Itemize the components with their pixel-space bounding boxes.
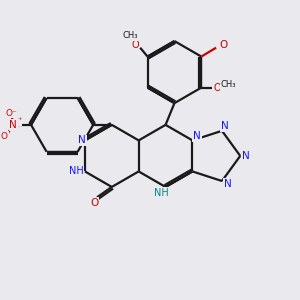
Text: N: N <box>10 120 17 130</box>
Text: NH: NH <box>69 167 83 176</box>
Text: CH₃: CH₃ <box>220 80 236 89</box>
Text: N: N <box>221 122 229 131</box>
Text: O: O <box>90 198 98 208</box>
Text: O⁻: O⁻ <box>6 109 18 118</box>
Text: ⁺: ⁺ <box>17 116 22 125</box>
Text: O: O <box>213 82 221 93</box>
Text: N: N <box>78 135 86 146</box>
Text: NH: NH <box>154 188 169 198</box>
Text: N: N <box>242 151 250 161</box>
Text: O: O <box>1 132 8 141</box>
Text: N: N <box>224 179 232 189</box>
Text: CH₃: CH₃ <box>122 32 138 40</box>
Text: O: O <box>219 40 228 50</box>
Text: O: O <box>131 40 139 50</box>
Text: N: N <box>193 131 201 141</box>
